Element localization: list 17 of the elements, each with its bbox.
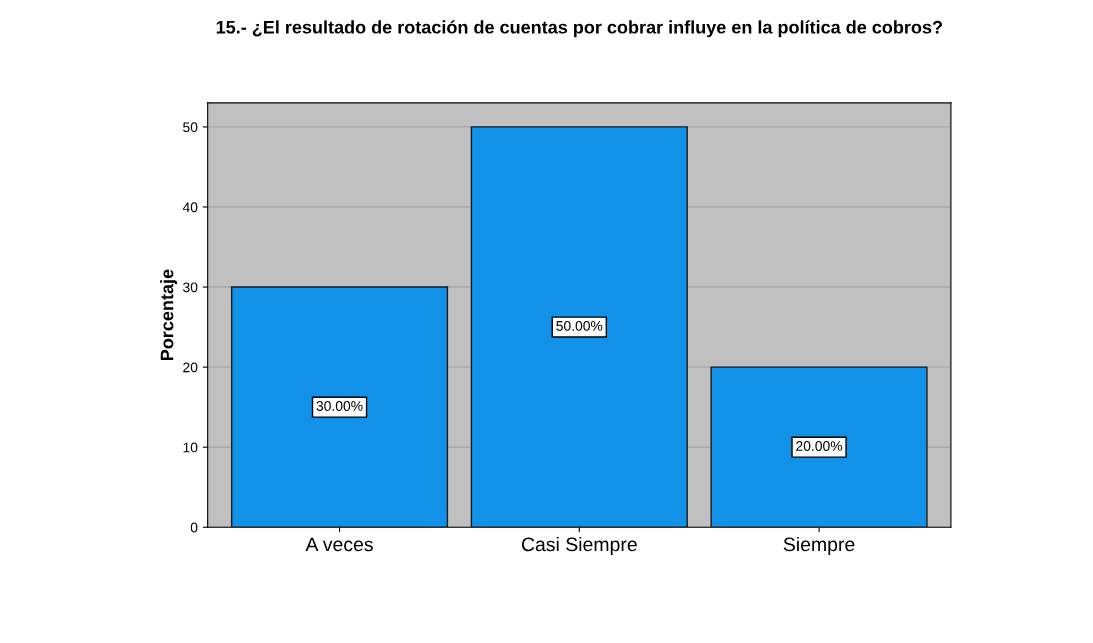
- bar: [710, 366, 928, 528]
- data-label: 30.00%: [316, 401, 363, 411]
- y-tick-label: 10: [183, 442, 198, 453]
- y-axis-title: Porcentaje: [160, 269, 177, 361]
- y-tick-label: 20: [183, 362, 198, 373]
- bar: [230, 286, 449, 528]
- x-tick-label: Casi Siempre: [521, 536, 637, 556]
- data-label: 20.00%: [796, 441, 843, 451]
- y-tick-label: 30: [183, 282, 198, 293]
- y-tick-label: 40: [182, 202, 198, 213]
- bar: [470, 126, 688, 528]
- x-tick-label: Siempre: [783, 536, 855, 556]
- data-label: 50.00%: [556, 320, 603, 331]
- chart-title: 15.- ¿El resultado de rotación de cuentas por cobrar influye en la política de cobros?: [216, 20, 942, 38]
- y-tick-label: 0: [190, 522, 198, 533]
- y-tick-label: 50: [183, 122, 198, 133]
- x-tick-label: A veces: [305, 537, 373, 552]
